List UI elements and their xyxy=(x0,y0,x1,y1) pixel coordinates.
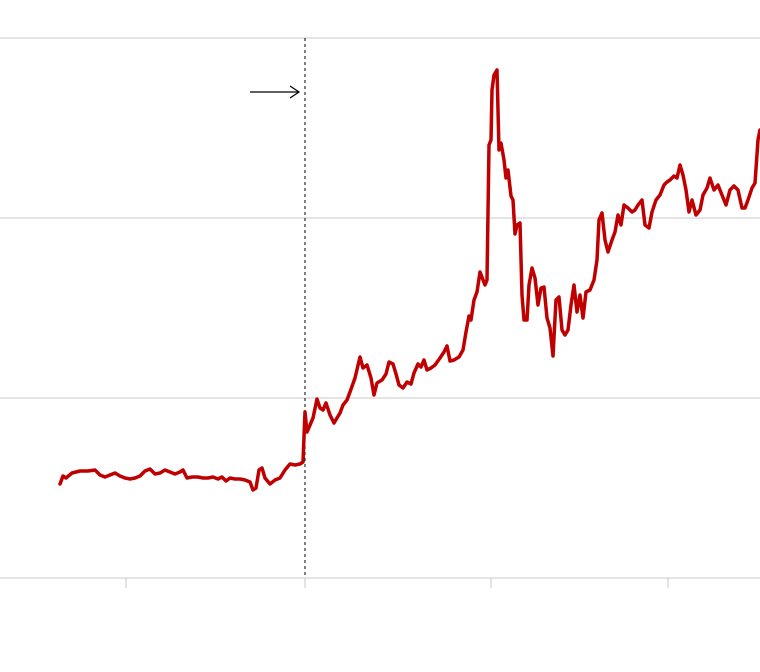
data-line xyxy=(58,68,760,492)
arrow-head xyxy=(289,85,301,99)
